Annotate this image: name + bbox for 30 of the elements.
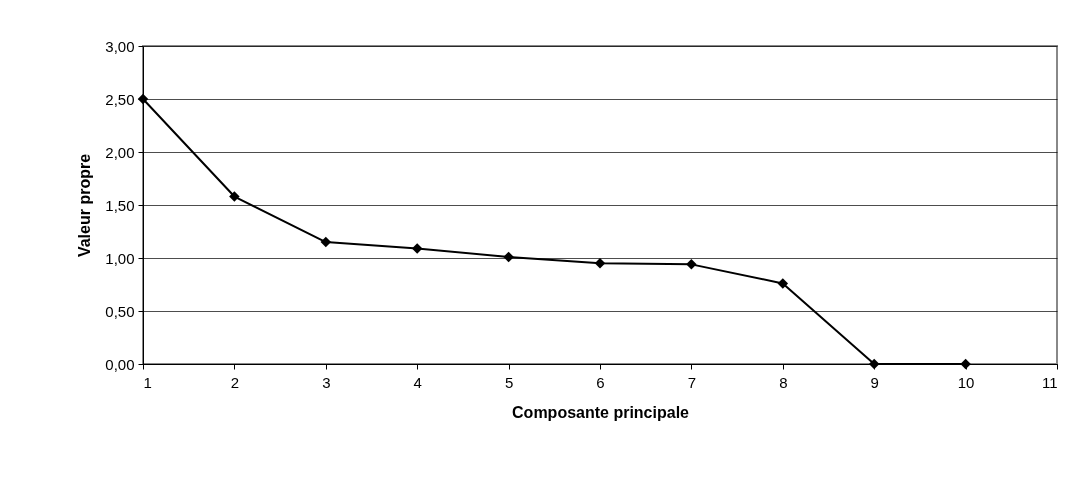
x-tick-label: 5 [504, 373, 514, 391]
y-tick-label: 2,50 [105, 90, 135, 108]
point [503, 251, 514, 263]
point [411, 243, 423, 254]
x-tick-label: 2 [230, 373, 240, 391]
x-tick-label: 11 [1041, 373, 1058, 391]
point [686, 259, 697, 270]
x-tick-label: 9 [870, 373, 879, 391]
point [320, 236, 332, 248]
x-tick-label: 6 [596, 373, 605, 391]
x-tick-label: 3 [322, 373, 331, 391]
x-axis-title: Composante principale [512, 403, 690, 421]
x-tick-label: 1 [143, 373, 152, 391]
y-tick-label: 3,00 [105, 37, 135, 55]
x-tick-label: 7 [687, 373, 697, 391]
x-tick-label: 10 [957, 373, 975, 391]
x-tick-label: 8 [779, 373, 788, 391]
x-tick-label: 4 [413, 373, 422, 391]
y-axis-title: Valeur propre [76, 153, 94, 258]
point [137, 93, 149, 105]
point [868, 358, 880, 370]
point [229, 191, 240, 202]
y-tick-label: 1,50 [105, 196, 135, 214]
point [960, 358, 971, 370]
y-tick-label: 0,00 [105, 355, 135, 373]
y-tick-label: 0,50 [105, 302, 135, 320]
point [594, 258, 606, 269]
y-tick-label: 1,00 [105, 249, 135, 267]
point [777, 278, 789, 289]
y-tick-label: 2,00 [105, 143, 135, 161]
